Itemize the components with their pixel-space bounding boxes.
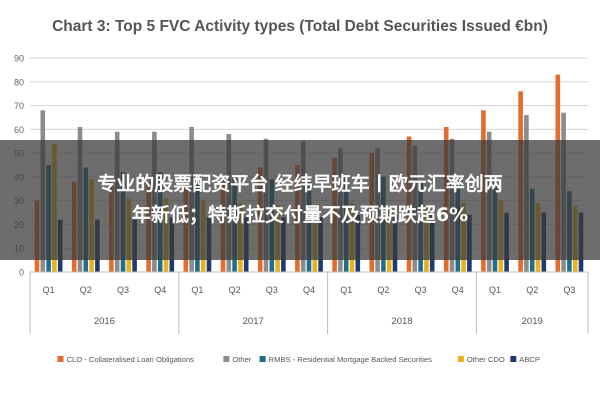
- y-tick-label: 80: [14, 77, 24, 87]
- x-group-label: 2018: [391, 316, 412, 327]
- x-tick-label: Q2: [80, 285, 92, 295]
- y-tick-label: 70: [14, 101, 24, 111]
- x-group-label: 2017: [243, 316, 264, 327]
- x-tick-label: Q2: [229, 285, 241, 295]
- x-tick-label: Q3: [266, 285, 278, 295]
- x-tick-label: Q4: [303, 285, 315, 295]
- y-tick-label: 0: [19, 268, 24, 278]
- legend-label: RMBS - Residential Mortgage Backed Secur…: [269, 355, 433, 364]
- chart-title: Chart 3: Top 5 FVC Activity types (Total…: [52, 18, 548, 35]
- legend-item: ABCP: [510, 355, 540, 364]
- x-tick-label: Q3: [415, 285, 427, 295]
- legend-swatch: [223, 356, 230, 362]
- overlay-headline-line-2: 年新低；特斯拉交付量不及预期跌超6%: [131, 204, 469, 226]
- x-tick-label: Q3: [563, 285, 575, 295]
- legend-item: Other CDO: [457, 355, 505, 364]
- legend-swatch: [510, 356, 517, 362]
- legend-swatch: [259, 356, 266, 362]
- legend-label: ABCP: [519, 355, 540, 364]
- legend-item: RMBS - Residential Mortgage Backed Secur…: [259, 355, 433, 364]
- legend-label: Other: [232, 355, 251, 364]
- x-tick-label: Q4: [154, 285, 166, 295]
- x-tick-label: Q3: [117, 285, 129, 295]
- overlay-headline: 专业的股票配资平台 经纬早班车丨欧元汇率创两 年新低；特斯拉交付量不及预期跌超6…: [15, 169, 585, 231]
- legend-swatch: [57, 356, 64, 362]
- x-tick-label: Q1: [43, 285, 55, 295]
- legend-label: CLO - Collateralised Loan Obligations: [67, 355, 195, 364]
- overlay-headline-line-1: 专业的股票配资平台 经纬早班车丨欧元汇率创两: [97, 173, 503, 195]
- x-tick-label: Q2: [377, 285, 389, 295]
- x-group-label: 2016: [94, 316, 115, 327]
- legend-item: Other: [223, 355, 252, 364]
- legend-swatch: [457, 356, 464, 362]
- legend-item: CLO - Collateralised Loan Obligations: [57, 355, 195, 364]
- news-overlay-banner[interactable]: 专业的股票配资平台 经纬早班车丨欧元汇率创两 年新低；特斯拉交付量不及预期跌超6…: [0, 140, 600, 260]
- x-tick-label: Q1: [340, 285, 352, 295]
- x-group-label: 2019: [522, 316, 543, 327]
- y-tick-label: 60: [14, 125, 24, 135]
- legend-label: Other CDO: [467, 355, 505, 364]
- legend: CLO - Collateralised Loan Obligations Oth…: [57, 355, 540, 364]
- y-tick-label: 90: [14, 54, 24, 64]
- x-tick-label: Q4: [452, 285, 464, 295]
- x-tick-label: Q1: [191, 285, 203, 295]
- x-tick-label: Q2: [526, 285, 538, 295]
- x-tick-label: Q1: [489, 285, 501, 295]
- x-axis: Q1 Q2 Q3 Q4 Q1 Q2 Q3 Q4 Q1 Q2 Q3 Q4 Q1 Q2 Q3 2016 2017 20…: [29, 271, 589, 334]
